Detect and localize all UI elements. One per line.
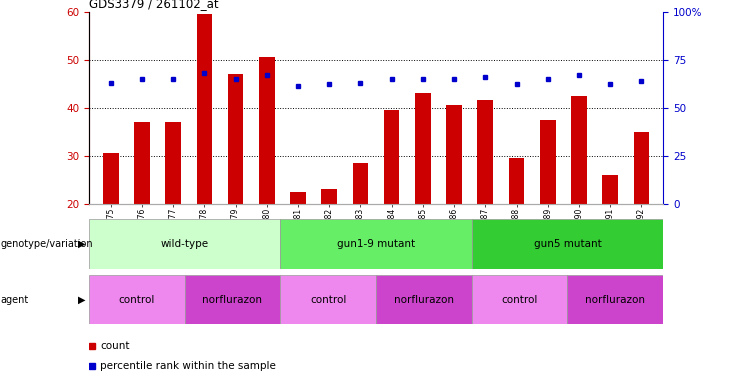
Text: count: count [101, 341, 130, 351]
Bar [89, 219, 280, 269]
Bar [415, 93, 431, 204]
Text: wild-type: wild-type [161, 239, 209, 249]
Text: ▶: ▶ [78, 295, 85, 305]
Bar [280, 275, 376, 324]
Bar [280, 219, 472, 269]
Text: ▶: ▶ [78, 239, 85, 249]
Text: norflurazon: norflurazon [394, 295, 454, 305]
Text: control: control [119, 295, 155, 305]
Text: gun5 mutant: gun5 mutant [534, 239, 602, 249]
Bar [568, 275, 663, 324]
Text: percentile rank within the sample: percentile rank within the sample [101, 361, 276, 371]
Text: genotype/variation: genotype/variation [1, 239, 93, 249]
Bar [290, 192, 306, 204]
Bar [540, 119, 556, 204]
Bar [571, 96, 587, 204]
Bar [134, 122, 150, 204]
Bar [472, 219, 663, 269]
Bar [103, 153, 119, 204]
Text: agent: agent [1, 295, 29, 305]
Bar [353, 163, 368, 204]
Text: GDS3379 / 261102_at: GDS3379 / 261102_at [89, 0, 219, 10]
Bar [634, 131, 649, 204]
Bar [185, 275, 280, 324]
Bar [477, 100, 493, 204]
Text: control: control [502, 295, 538, 305]
Text: norflurazon: norflurazon [585, 295, 645, 305]
Bar [259, 57, 275, 204]
Bar [384, 110, 399, 204]
Bar [602, 175, 618, 204]
Text: gun1-9 mutant: gun1-9 mutant [337, 239, 415, 249]
Text: control: control [310, 295, 346, 305]
Bar [89, 275, 185, 324]
Bar [509, 158, 525, 204]
Bar [376, 275, 472, 324]
Bar [322, 189, 337, 204]
Text: norflurazon: norflurazon [202, 295, 262, 305]
Bar [196, 14, 212, 204]
Bar [472, 275, 568, 324]
Bar [446, 105, 462, 204]
Bar [165, 122, 181, 204]
Bar [227, 74, 243, 204]
